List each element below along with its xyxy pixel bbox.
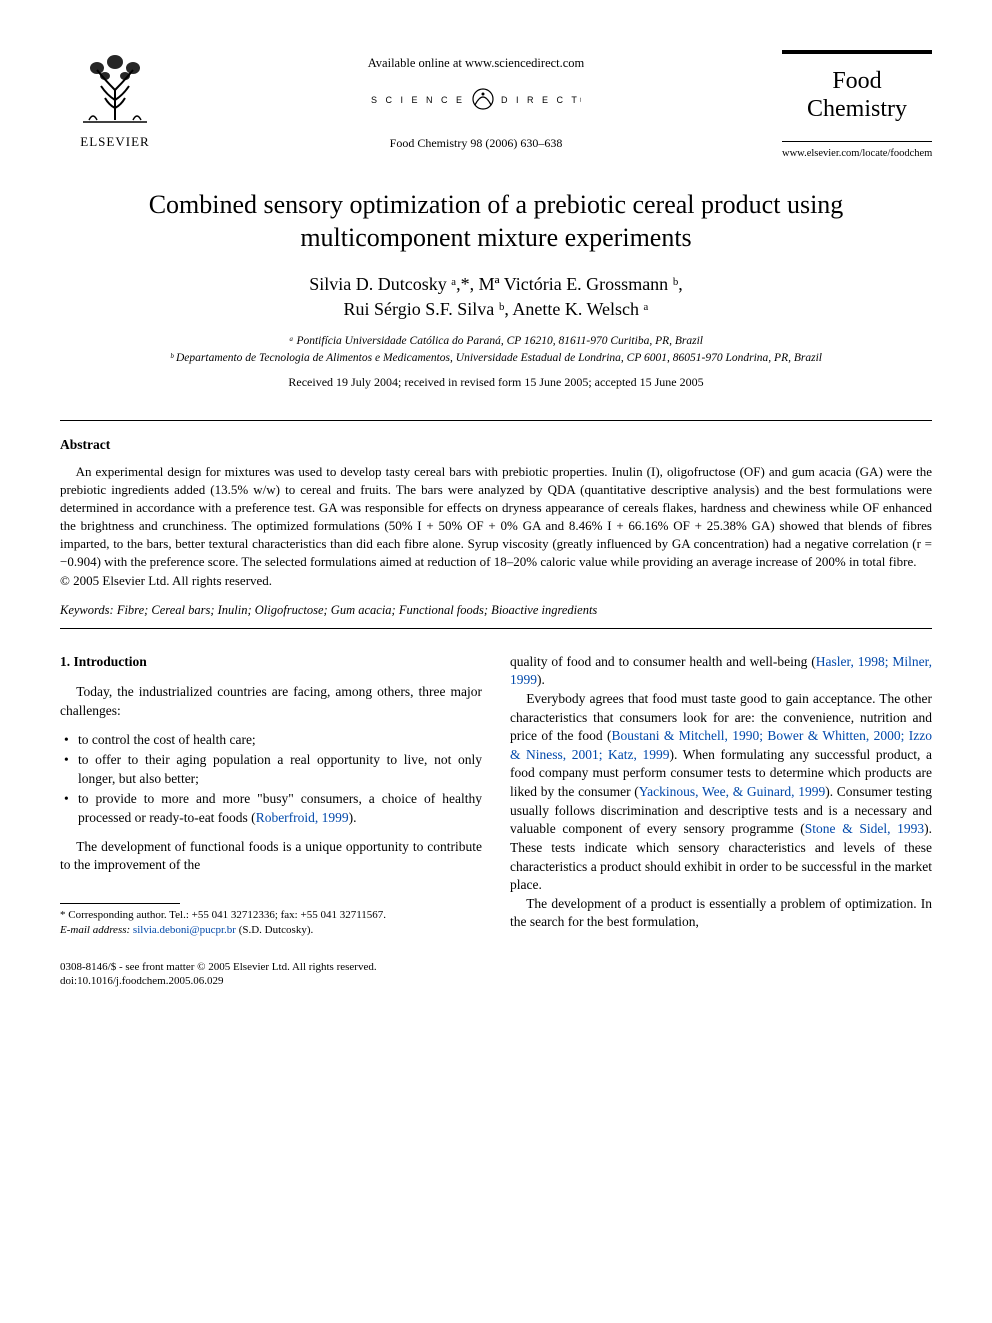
sciencedirect-logo: S C I E N C E D I R E C T®: [371, 87, 581, 113]
svg-text:S C I E N C E: S C I E N C E: [371, 95, 465, 105]
right-para-3: The development of a product is essentia…: [510, 895, 932, 932]
intro-para-1: Today, the industrialized countries are …: [60, 683, 482, 720]
rule-above-abstract: [60, 420, 932, 421]
authors-line2: Rui Sérgio S.F. Silva ᵇ, Anette K. Welsc…: [344, 299, 649, 319]
article-title: Combined sensory optimization of a prebi…: [100, 189, 892, 254]
elsevier-tree-logo: [75, 50, 155, 130]
front-matter-line: 0308-8146/$ - see front matter © 2005 El…: [60, 960, 932, 974]
corresponding-footnote: * Corresponding author. Tel.: +55 041 32…: [60, 908, 482, 938]
rule-below-keywords: [60, 628, 932, 629]
affiliation-a: ᵃ Pontifícia Universidade Católica do Pa…: [60, 333, 932, 350]
right-para-1: quality of food and to consumer health a…: [510, 653, 932, 690]
body-columns: 1. Introduction Today, the industrialize…: [60, 653, 932, 938]
header-center: Available online at www.sciencedirect.co…: [170, 50, 782, 151]
publisher-block: ELSEVIER: [60, 50, 170, 150]
svg-text:D I R E C T®: D I R E C T®: [501, 95, 581, 105]
affiliation-b: ᵇ Departamento de Tecnologia de Alimento…: [60, 350, 932, 367]
abstract-copyright: © 2005 Elsevier Ltd. All rights reserved…: [60, 573, 932, 589]
corr-author-line: * Corresponding author. Tel.: +55 041 32…: [60, 908, 482, 923]
affiliations: ᵃ Pontifícia Universidade Católica do Pa…: [60, 333, 932, 368]
bullet-1: to control the cost of health care;: [64, 731, 482, 750]
cite-stone-sidel[interactable]: Stone & Sidel, 1993: [805, 821, 924, 836]
journal-name-line2: Chemistry: [786, 96, 928, 124]
intro-bullets: to control the cost of health care; to o…: [64, 731, 482, 828]
publisher-name: ELSEVIER: [80, 134, 149, 150]
keywords-line: Keywords: Fibre; Cereal bars; Inulin; Ol…: [60, 603, 932, 618]
email-line: E-mail address: silvia.deboni@pucpr.br (…: [60, 923, 482, 938]
email-tail: (S.D. Dutcosky).: [236, 924, 313, 936]
keywords-text: Fibre; Cereal bars; Inulin; Oligofructos…: [114, 603, 598, 617]
section-heading: 1. Introduction: [60, 653, 482, 672]
right-para-2: Everybody agrees that food must taste go…: [510, 690, 932, 895]
intro-para-2: The development of functional foods is a…: [60, 838, 482, 875]
column-right: quality of food and to consumer health a…: [510, 653, 932, 938]
journal-cover-box: Food Chemistry www.elsevier.com/locate/f…: [782, 50, 932, 159]
cite-roberfroid[interactable]: Roberfroid, 1999: [256, 810, 349, 825]
column-left: 1. Introduction Today, the industrialize…: [60, 653, 482, 938]
journal-url[interactable]: www.elsevier.com/locate/foodchem: [782, 148, 932, 159]
bottom-matter: 0308-8146/$ - see front matter © 2005 El…: [60, 960, 932, 989]
doi-line: doi:10.1016/j.foodchem.2005.06.029: [60, 974, 932, 988]
journal-name-line1: Food: [786, 68, 928, 96]
authors-line1: Silvia D. Dutcosky ᵃ,*, Mª Victória E. G…: [309, 274, 683, 294]
cite-yackinous[interactable]: Yackinous, Wee, & Guinard, 1999: [639, 784, 825, 799]
bullet-2: to offer to their aging population a rea…: [64, 751, 482, 788]
keywords-label: Keywords:: [60, 603, 114, 617]
abstract-heading: Abstract: [60, 437, 932, 453]
article-dates: Received 19 July 2004; received in revis…: [60, 375, 932, 390]
email-label: E-mail address:: [60, 924, 130, 936]
journal-reference: Food Chemistry 98 (2006) 630–638: [170, 136, 782, 151]
abstract-text: An experimental design for mixtures was …: [60, 463, 932, 571]
page-header: ELSEVIER Available online at www.science…: [60, 50, 932, 159]
authors: Silvia D. Dutcosky ᵃ,*, Mª Victória E. G…: [60, 272, 932, 322]
footnote-rule: [60, 903, 180, 904]
bullet-3: to provide to more and more "busy" consu…: [64, 790, 482, 827]
corr-email[interactable]: silvia.deboni@pucpr.br: [130, 924, 236, 936]
available-online-text: Available online at www.sciencedirect.co…: [170, 56, 782, 71]
